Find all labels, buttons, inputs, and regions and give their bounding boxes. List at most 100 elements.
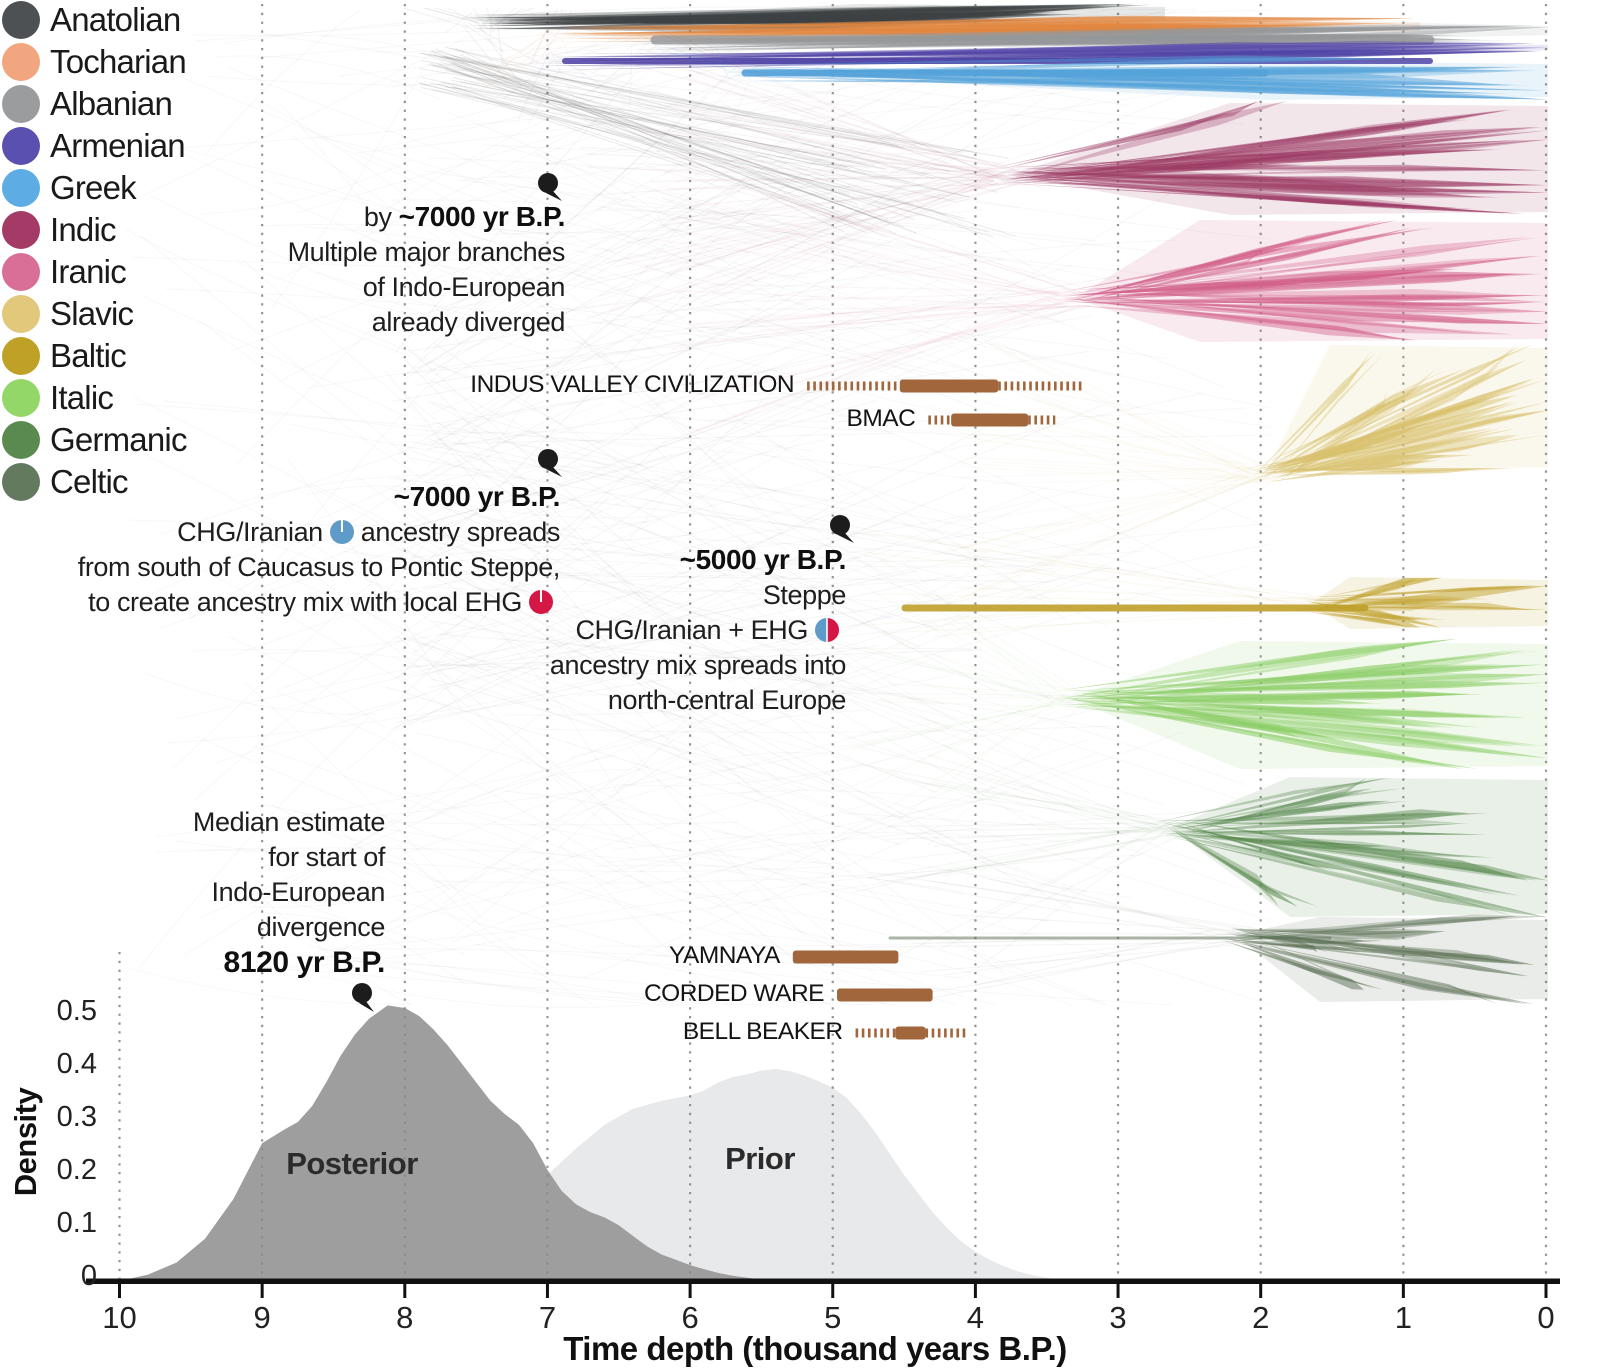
family-branch [645, 34, 1468, 48]
family-haze-line [738, 301, 1081, 335]
cloud-line [479, 97, 883, 318]
cloud-line [615, 763, 865, 787]
cloud-line [243, 880, 412, 1006]
cloud-root-line [412, 508, 781, 783]
family-haze-line [690, 176, 1002, 207]
family-haze-line [728, 306, 1084, 391]
family-baltic [851, 531, 1548, 638]
cloud-line [481, 358, 834, 395]
cloud-root-line [439, 633, 819, 665]
cloud-line [150, 195, 546, 356]
family-haze-line [926, 423, 1248, 477]
family-haze-line [988, 878, 1251, 939]
family-haze-line [593, 167, 1006, 196]
family-haze-line [598, 166, 1006, 297]
family-branch [559, 47, 1533, 57]
cloud-line [568, 709, 870, 759]
cloud-line [733, 374, 1271, 608]
cloud-line [205, 72, 633, 86]
cloud-line [610, 396, 1222, 585]
family-haze-line [446, 7, 491, 31]
family-branch [540, 49, 1534, 66]
cloud-stem-line [441, 56, 915, 221]
family-branch [1081, 650, 1517, 702]
family-branch [1277, 468, 1484, 475]
family-band-haze [1310, 577, 1548, 629]
cloud-stem-line [426, 63, 866, 175]
family-branch [1085, 237, 1528, 291]
family-branch [1301, 605, 1548, 610]
family-branch [1061, 690, 1384, 704]
family-branch [1172, 812, 1453, 829]
family-haze-line [661, 226, 1063, 301]
culture-bar-yamnaya [792, 950, 899, 964]
cloud-line [510, 854, 1141, 928]
cloud-line [306, 300, 945, 389]
cloud-line [530, 556, 861, 575]
cloud-line [177, 147, 724, 336]
cloud-line [143, 453, 475, 653]
cloud-line [585, 522, 933, 627]
family-branch [1026, 130, 1529, 182]
family-haze-line [919, 944, 1239, 973]
family-branch [571, 23, 1271, 28]
family-haze-line [866, 647, 1065, 701]
cloud-line [566, 34, 1131, 107]
family-haze-line [531, 26, 548, 60]
family-branch [545, 45, 1505, 58]
family-branch [1165, 835, 1491, 858]
family-haze-line [482, 41, 573, 89]
cloud-line [658, 708, 900, 917]
family-branch [1156, 821, 1548, 918]
cloud-line [191, 649, 491, 671]
family-haze-line [1013, 465, 1285, 549]
cloud-line [733, 696, 1204, 864]
bar-solid [951, 413, 1029, 427]
cloud-line [290, 134, 497, 275]
family-branch [1272, 378, 1532, 467]
family-branch [1223, 916, 1518, 942]
family-haze-line [496, 20, 504, 66]
family-branch [470, 5, 1063, 15]
cloud-stem-line [431, 89, 914, 206]
cloud-line [544, 200, 700, 389]
cloud-line [538, 16, 809, 235]
family-haze-line [842, 698, 1069, 739]
cloud-line [616, 392, 1205, 530]
family-haze-line [657, 181, 1020, 221]
cloud-line [526, 375, 865, 421]
cloud-line [706, 226, 1271, 318]
cloud-stem-line [430, 62, 995, 238]
family-branch [1181, 832, 1538, 881]
family-haze-line [945, 822, 1161, 875]
family-branch [1308, 585, 1548, 610]
family-haze-line [585, 169, 1010, 320]
cloud-line [346, 564, 611, 771]
family-haze-line [760, 305, 1077, 431]
cloud-line [204, 570, 630, 825]
family-haze-line [684, 176, 991, 181]
cloud-root-line [400, 341, 636, 553]
family-branch [1226, 916, 1515, 938]
cloud-line [686, 538, 1150, 574]
family-haze-line [872, 700, 1054, 708]
family-haze-line [667, 191, 1084, 302]
cloud-line [470, 82, 1105, 306]
cloud-root-line [432, 433, 698, 642]
family-branch [1063, 294, 1548, 303]
cloud-line [659, 119, 978, 223]
family-branch [1073, 700, 1518, 747]
family-branch [1309, 585, 1536, 600]
family-haze-line [758, 292, 1091, 395]
family-haze-line [880, 696, 1073, 700]
family-branch [1248, 940, 1363, 945]
cloud-line [395, 647, 1076, 892]
family-band-haze [1010, 103, 1548, 215]
family-haze-line [662, 197, 1068, 307]
cloud-stem-line [444, 54, 891, 224]
cloud-line [319, 813, 595, 1006]
density-area-layer [119, 1005, 1076, 1281]
cloud-line [471, 810, 843, 865]
family-branch [1237, 930, 1436, 936]
family-branch [1309, 612, 1410, 628]
